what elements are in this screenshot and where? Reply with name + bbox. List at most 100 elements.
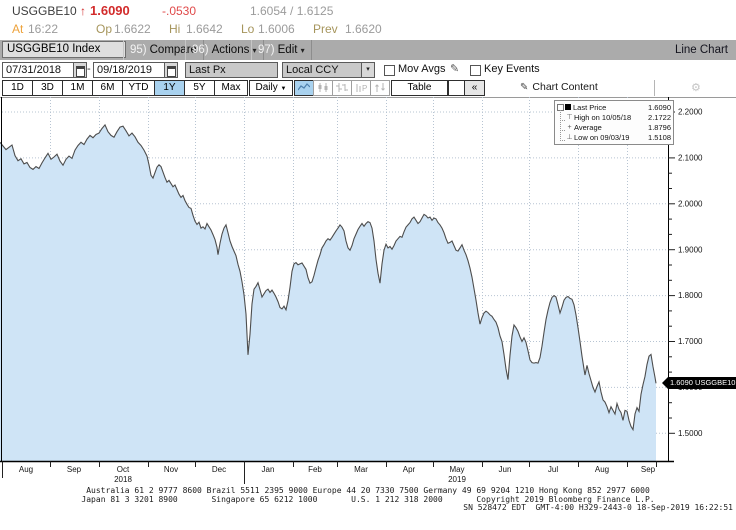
chart-style-candle-button[interactable] [313, 80, 333, 96]
range-tab-5y[interactable]: 5Y [184, 80, 215, 96]
terminal-footer: Australia 61 2 9777 8600 Brazil 5511 239… [0, 486, 736, 513]
last-price: 1.6090 [90, 3, 130, 18]
legend-row-high: ⊤ High on 10/05/18 2.1722 [557, 109, 671, 122]
average-marker-icon: + [567, 123, 572, 131]
high-value: 1.6642 [186, 22, 223, 36]
x-axis-month-label: Nov [164, 465, 178, 474]
table-button[interactable]: Table [391, 80, 448, 96]
range-tabs-row: 1D 3D 1M 6M YTD 1Y 5Y Max Daily ▼ P Tabl… [0, 80, 736, 98]
y-axis-label: 1.7000 [678, 337, 703, 346]
currency-caret-icon: ▾ [361, 63, 374, 77]
price-up-arrow-icon: ↑ [80, 4, 86, 18]
actions-menu-button[interactable]: 96) Actions ▾ [185, 40, 264, 60]
high-label: Hi [169, 22, 181, 36]
edit-menu-button[interactable]: 97) Edit ▾ [251, 40, 312, 60]
date-from-calendar-button[interactable] [73, 63, 86, 77]
price-chart[interactable]: 2.2000 2.1000 2.0000 1.9000 1.8000 1.7000 1.60… [0, 97, 736, 487]
open-label: Op [96, 22, 113, 36]
chart-style-line-button[interactable] [294, 80, 314, 96]
bid-ask: 1.6054 / 1.6125 [250, 4, 334, 18]
collapse-panel-button[interactable]: « [464, 80, 485, 96]
function-toolbar: USGGBE10 Index 95) Compare 96) Actions ▾ 9… [0, 40, 736, 60]
series-line [0, 123, 657, 432]
calendar-icon [167, 66, 176, 77]
legend-row-average: + Average 1.8796 [557, 119, 671, 132]
range-tab-1m[interactable]: 1M [62, 80, 93, 96]
quote-header: USGGBE10 ↑ 1.6090 -.0530 1.6054 / 1.6125… [0, 0, 736, 40]
ohlc-bars-icon [336, 83, 348, 92]
price-field-dropdown[interactable]: Last Px [185, 62, 278, 78]
compare-key-number: 95) [130, 44, 147, 56]
x-axis-month-label: Feb [308, 465, 322, 474]
x-axis-month-label: Sep [67, 465, 82, 474]
range-tab-3d[interactable]: 3D [32, 80, 63, 96]
range-tab-max[interactable]: Max [214, 80, 248, 96]
blank-tool-button[interactable] [448, 80, 465, 96]
x-axis-month-label: Sep [641, 465, 656, 474]
x-axis-month-label: Jul [548, 465, 558, 474]
security-field[interactable]: USGGBE10 Index [2, 41, 126, 58]
line-chart-icon [298, 83, 310, 91]
range-tab-1d[interactable]: 1D [2, 80, 33, 96]
mov-avgs-checkbox[interactable] [384, 65, 395, 76]
chart-content-button[interactable]: ✎ Chart Content [520, 81, 598, 93]
series-area-fill [0, 124, 656, 462]
low-value: 1.6006 [258, 22, 295, 36]
y-axis-label: 2.0000 [678, 199, 703, 208]
x-axis-month-label: Jun [499, 465, 512, 474]
edit-key-number: 97) [258, 44, 275, 56]
legend-tree-line [560, 109, 565, 121]
high-marker-icon: ⊤ [566, 114, 573, 121]
date-to-field[interactable]: 09/18/2019 [93, 62, 178, 78]
quote-time: 16:22 [28, 22, 59, 36]
annotate-icon: ✎ [520, 82, 529, 93]
mov-avgs-edit-pencil-icon[interactable]: ✎ [450, 63, 460, 75]
y-axis-label: 1.9000 [678, 245, 703, 254]
svg-text:P: P [362, 84, 367, 92]
x-axis-month-label: Aug [595, 465, 609, 474]
chart-legend[interactable]: Last Price 1.6090 ⊤ High on 10/05/18 2.1… [554, 100, 674, 145]
x-axis-month-label: Apr [403, 465, 416, 474]
range-tab-6m[interactable]: 6M [92, 80, 123, 96]
footer-session-line: SN 528472 EDT GMT-4:00 H329-2443-0 18-Se… [463, 503, 733, 513]
candlestick-icon [318, 83, 328, 92]
prev-value: 1.6620 [345, 22, 382, 36]
open-value: 1.6622 [114, 22, 151, 36]
chart-style-ohlc-button[interactable] [332, 80, 352, 96]
legend-row-last-price: Last Price 1.6090 [557, 102, 671, 112]
price-change: -.0530 [162, 4, 197, 18]
x-axis-year-label: 2019 [448, 475, 466, 484]
up-down-arrows-icon [375, 83, 385, 92]
x-axis-month-label: May [449, 465, 464, 474]
x-axis-year-label: 2018 [114, 475, 132, 484]
chart-style-bar-p-button[interactable]: P [351, 80, 371, 96]
currency-dropdown[interactable]: Local CCY ▾ [282, 62, 375, 78]
x-axis-month-label: Aug [19, 465, 33, 474]
point-figure-icon: P [356, 84, 367, 92]
y-axis-label: 2.2000 [678, 108, 703, 117]
prev-label: Prev [313, 22, 338, 36]
frequency-dropdown[interactable]: Daily ▼ [249, 80, 293, 96]
calendar-icon [76, 66, 85, 77]
range-tab-ytd[interactable]: YTD [122, 80, 155, 96]
date-from-field[interactable]: 07/31/2018 [2, 62, 87, 78]
low-marker-icon: ⊥ [566, 134, 573, 141]
ticker-symbol: USGGBE10 [12, 4, 77, 18]
chart-style-arrows-button[interactable] [370, 80, 390, 96]
gear-icon[interactable]: ⚙ [691, 82, 701, 94]
range-tab-1y-selected[interactable]: 1Y [154, 80, 185, 96]
at-label: At [12, 22, 24, 36]
edit-caret-icon: ▾ [300, 46, 305, 55]
y-axis-label: 1.5000 [678, 429, 703, 438]
date-to-calendar-button[interactable] [164, 63, 177, 77]
x-axis-month-label: Mar [354, 465, 368, 474]
date-range-separator: - [87, 63, 91, 75]
last-price-axis-tag: 1.6090 USGGBE10 [662, 377, 736, 389]
legend-tree-line [560, 119, 565, 131]
footer-contact-line-2: Japan 81 3 3201 8900 Singapore 65 6212 1… [81, 494, 655, 504]
actions-caret-icon: ▾ [252, 46, 257, 55]
y-axis-label: 1.8000 [678, 291, 703, 300]
y-axis-label: 2.1000 [678, 154, 703, 163]
key-events-checkbox[interactable] [470, 65, 481, 76]
